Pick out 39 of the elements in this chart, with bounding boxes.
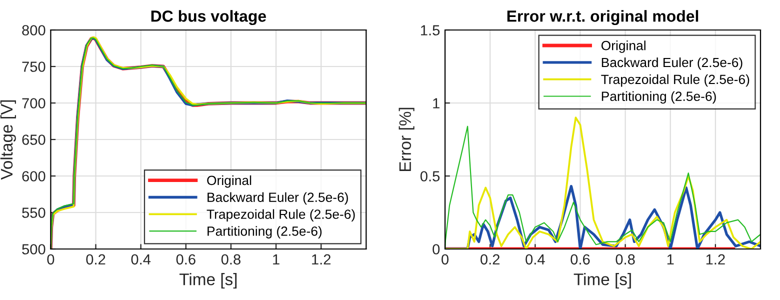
y-tick-label: 750	[22, 62, 46, 72]
y-axis-title: Voltage [V]	[0, 100, 16, 180]
x-tick-label: 0.6	[570, 254, 590, 265]
x-tick-label: 1.2	[312, 254, 331, 264]
x-tick-label: 0.2	[480, 254, 500, 265]
legend-label: Original	[207, 175, 252, 188]
x-tick-label: 0	[442, 254, 449, 265]
x-tick-label: 0.6	[176, 254, 196, 265]
x-tick-label: 0.8	[221, 254, 240, 265]
legend-label: Partitioning (2.5e-6)	[602, 91, 716, 104]
x-tick-label: 1	[273, 254, 280, 264]
x-axis-title: Time [s]	[574, 273, 631, 289]
legend-label: Original	[601, 40, 646, 53]
legend-label: Backward Euler (2.5e-6)	[208, 192, 348, 205]
x-axis-title: Time [s]	[179, 273, 237, 289]
chart-title: Error w.r.t. original model	[507, 10, 698, 26]
legend-label: Trapezoidal Rule (2.5e-6)	[601, 74, 750, 87]
x-tick-label: 0.4	[131, 254, 151, 265]
y-tick-label: 500	[22, 244, 46, 254]
y-tick-label: 0.5	[420, 171, 440, 182]
x-tick-label: 0.8	[616, 254, 635, 265]
chart-title: DC bus voltage	[151, 10, 266, 26]
y-tick-label: 700	[22, 98, 46, 108]
x-tick-label: 1.2	[706, 254, 725, 264]
y-tick-label: 0	[432, 244, 440, 254]
y-tick-label: 650	[22, 134, 46, 145]
legend-label: Backward Euler (2.5e-6)	[602, 57, 742, 70]
legend-label: Partitioning (2.5e-6)	[208, 226, 322, 238]
y-axis-title: Error [%]	[398, 108, 414, 172]
x-tick-label: 0	[47, 254, 54, 265]
y-tick-label: 800	[22, 25, 46, 36]
y-tick-label: 600	[22, 171, 46, 182]
y-tick-label: 1.5	[421, 25, 440, 36]
x-tick-label: 0.4	[526, 254, 545, 265]
x-tick-label: 1	[667, 254, 674, 264]
x-tick-label: 0.2	[86, 254, 106, 265]
y-tick-label: 550	[22, 208, 46, 218]
legend-label: Trapezoidal Rule (2.5e-6)	[206, 209, 355, 222]
y-tick-label: 1	[433, 98, 440, 108]
